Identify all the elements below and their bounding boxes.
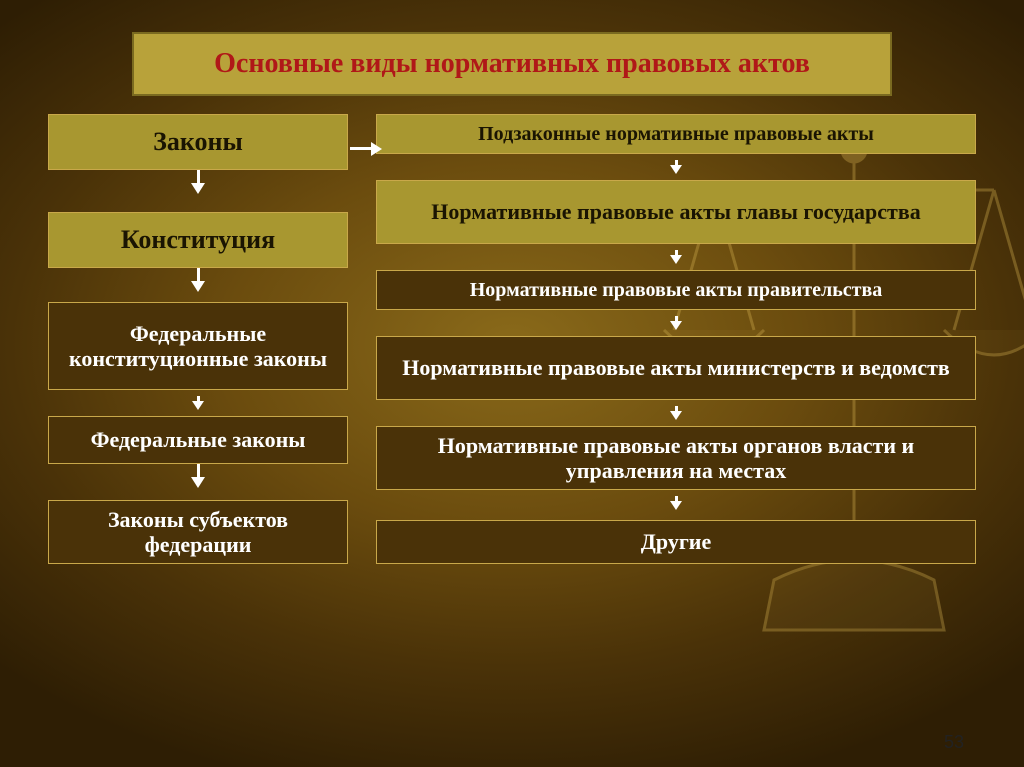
label-constitution: Конституция (121, 225, 275, 255)
label-government: Нормативные правовые акты правительства (470, 279, 883, 302)
diagram-content: Основные виды нормативных правовых актов… (0, 0, 1024, 767)
box-head-state: Нормативные правовые акты главы государс… (376, 180, 976, 244)
arrow-2 (191, 268, 205, 294)
box-subject-laws: Законы субъектов федерации (48, 500, 348, 564)
label-subject-laws: Законы субъектов федерации (59, 507, 337, 558)
box-laws: Законы (48, 114, 348, 170)
arrow-r3 (670, 310, 682, 330)
box-local: Нормативные правовые акты органов власти… (376, 426, 976, 490)
right-column: Подзаконные нормативные правовые акты Но… (376, 114, 976, 564)
label-laws: Законы (153, 127, 243, 157)
box-sublegal: Подзаконные нормативные правовые акты (376, 114, 976, 154)
arrow-3 (192, 390, 204, 410)
label-fed-const-laws: Федеральные конституционные законы (59, 321, 337, 372)
title-box: Основные виды нормативных правовых актов (132, 32, 892, 96)
arrow-4 (191, 464, 205, 490)
arrow-r2 (670, 244, 682, 264)
page-number: 53 (944, 732, 964, 753)
box-government: Нормативные правовые акты правительства (376, 270, 976, 310)
label-sublegal: Подзаконные нормативные правовые акты (478, 123, 874, 146)
arrow-laws-to-sublegal (350, 147, 372, 150)
label-other: Другие (641, 529, 712, 554)
arrow-1 (191, 170, 205, 196)
box-fed-laws: Федеральные законы (48, 416, 348, 464)
arrow-r5 (670, 490, 682, 510)
arrow-r1 (670, 154, 682, 174)
box-ministries: Нормативные правовые акты министерств и … (376, 336, 976, 400)
title-text: Основные виды нормативных правовых актов (214, 48, 810, 79)
box-fed-const-laws: Федеральные конституционные законы (48, 302, 348, 390)
arrow-r4 (670, 400, 682, 420)
box-constitution: Конституция (48, 212, 348, 268)
label-head-state: Нормативные правовые акты главы государс… (431, 199, 920, 224)
box-other: Другие (376, 520, 976, 564)
label-local: Нормативные правовые акты органов власти… (387, 433, 965, 484)
left-column: Законы Конституция Федеральные конституц… (48, 114, 348, 564)
label-fed-laws: Федеральные законы (91, 427, 306, 452)
label-ministries: Нормативные правовые акты министерств и … (402, 355, 950, 380)
